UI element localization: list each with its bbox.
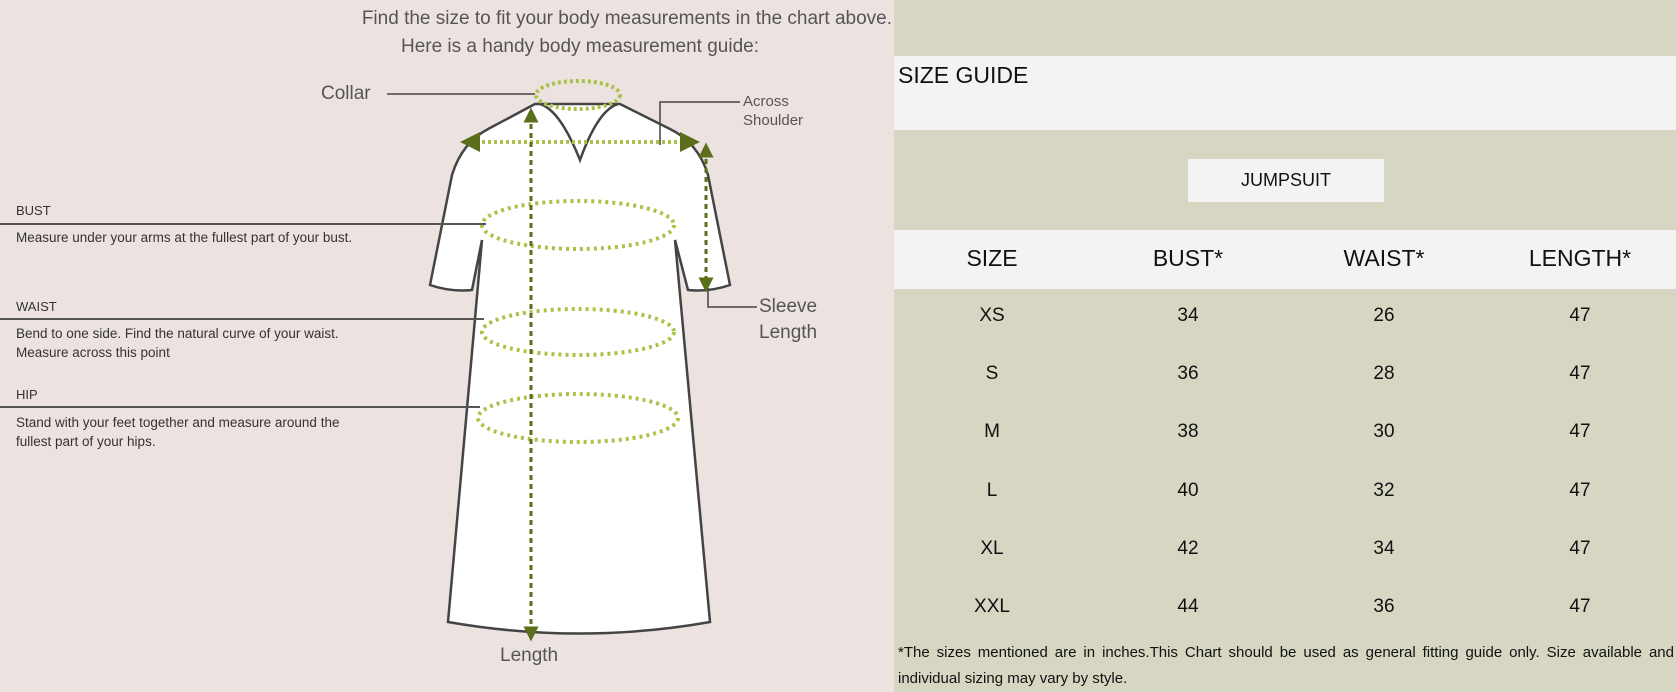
hip-description: Stand with your feet together and measur… xyxy=(16,415,340,449)
across-shoulder-label: Across Shoulder xyxy=(743,93,804,129)
category-label: JUMPSUIT xyxy=(1188,159,1384,202)
cell-size: XXL xyxy=(974,596,1010,617)
cell-length: 47 xyxy=(1569,421,1591,443)
cell-bust: 34 xyxy=(1177,305,1199,326)
cell-size: XL xyxy=(980,537,1004,559)
cell-length: 47 xyxy=(1569,363,1591,385)
cell-waist: 26 xyxy=(1373,305,1395,326)
header-waist: WAIST* xyxy=(1343,245,1425,271)
cell-length: 47 xyxy=(1569,305,1591,326)
bust-description: Measure under your arms at the fullest p… xyxy=(16,230,353,245)
dress-illustration xyxy=(387,79,757,642)
collar-measure xyxy=(534,79,622,111)
header-bust: BUST* xyxy=(1152,245,1224,271)
footnote: *The sizes mentioned are in inches.This … xyxy=(898,644,1674,687)
waist-title: WAIST xyxy=(16,299,57,314)
waist-measure xyxy=(480,307,676,357)
cell-size: L xyxy=(986,479,998,501)
bust-title: BUST xyxy=(16,203,51,218)
cell-bust: 42 xyxy=(1177,537,1199,559)
table-header: SIZE BUST* WAIST* LENGTH* xyxy=(894,230,1676,289)
hip-divider xyxy=(0,406,480,408)
cell-bust: 44 xyxy=(1177,596,1199,617)
cell-waist: 30 xyxy=(1373,421,1395,443)
size-guide-title: SIZE GUIDE xyxy=(898,62,1029,88)
cell-waist: 34 xyxy=(1373,537,1395,559)
measurement-guide-panel: Find the size to fit your body measureme… xyxy=(0,0,894,692)
cell-length: 47 xyxy=(1569,596,1591,617)
cell-length: 47 xyxy=(1569,479,1591,501)
waist-description: Bend to one side. Find the natural curve… xyxy=(16,326,339,360)
cell-waist: 36 xyxy=(1373,596,1395,617)
collar-label: Collar xyxy=(321,83,371,104)
cell-size: S xyxy=(985,363,999,385)
size-guide-banner: SIZE GUIDE xyxy=(894,56,1676,130)
cell-size: M xyxy=(984,421,1000,443)
header-length: LENGTH* xyxy=(1528,245,1632,271)
guide-heading-2: Here is a handy body measurement guide: xyxy=(400,36,760,57)
header-size: SIZE xyxy=(966,245,1018,271)
bust-divider xyxy=(0,223,486,225)
cell-bust: 38 xyxy=(1177,421,1199,443)
bust-measure xyxy=(480,199,676,251)
cell-bust: 36 xyxy=(1177,363,1199,385)
hip-title: HIP xyxy=(16,387,38,402)
cell-length: 47 xyxy=(1569,537,1591,559)
cell-waist: 28 xyxy=(1373,363,1395,385)
dress-outline xyxy=(428,102,732,635)
v-neck xyxy=(539,102,619,164)
waist-divider xyxy=(0,318,484,320)
guide-heading-1: Find the size to fit your body measureme… xyxy=(361,8,892,29)
sleeve-length-label: Sleeve Length xyxy=(759,296,818,343)
cell-size: XS xyxy=(979,305,1005,326)
cell-waist: 32 xyxy=(1373,479,1395,501)
size-chart-panel: SIZE GUIDE JUMPSUIT SIZE BUST* WAIST* LE… xyxy=(894,0,1676,692)
length-label: Length xyxy=(500,645,559,666)
hip-measure xyxy=(476,392,680,444)
cell-bust: 40 xyxy=(1177,479,1199,501)
